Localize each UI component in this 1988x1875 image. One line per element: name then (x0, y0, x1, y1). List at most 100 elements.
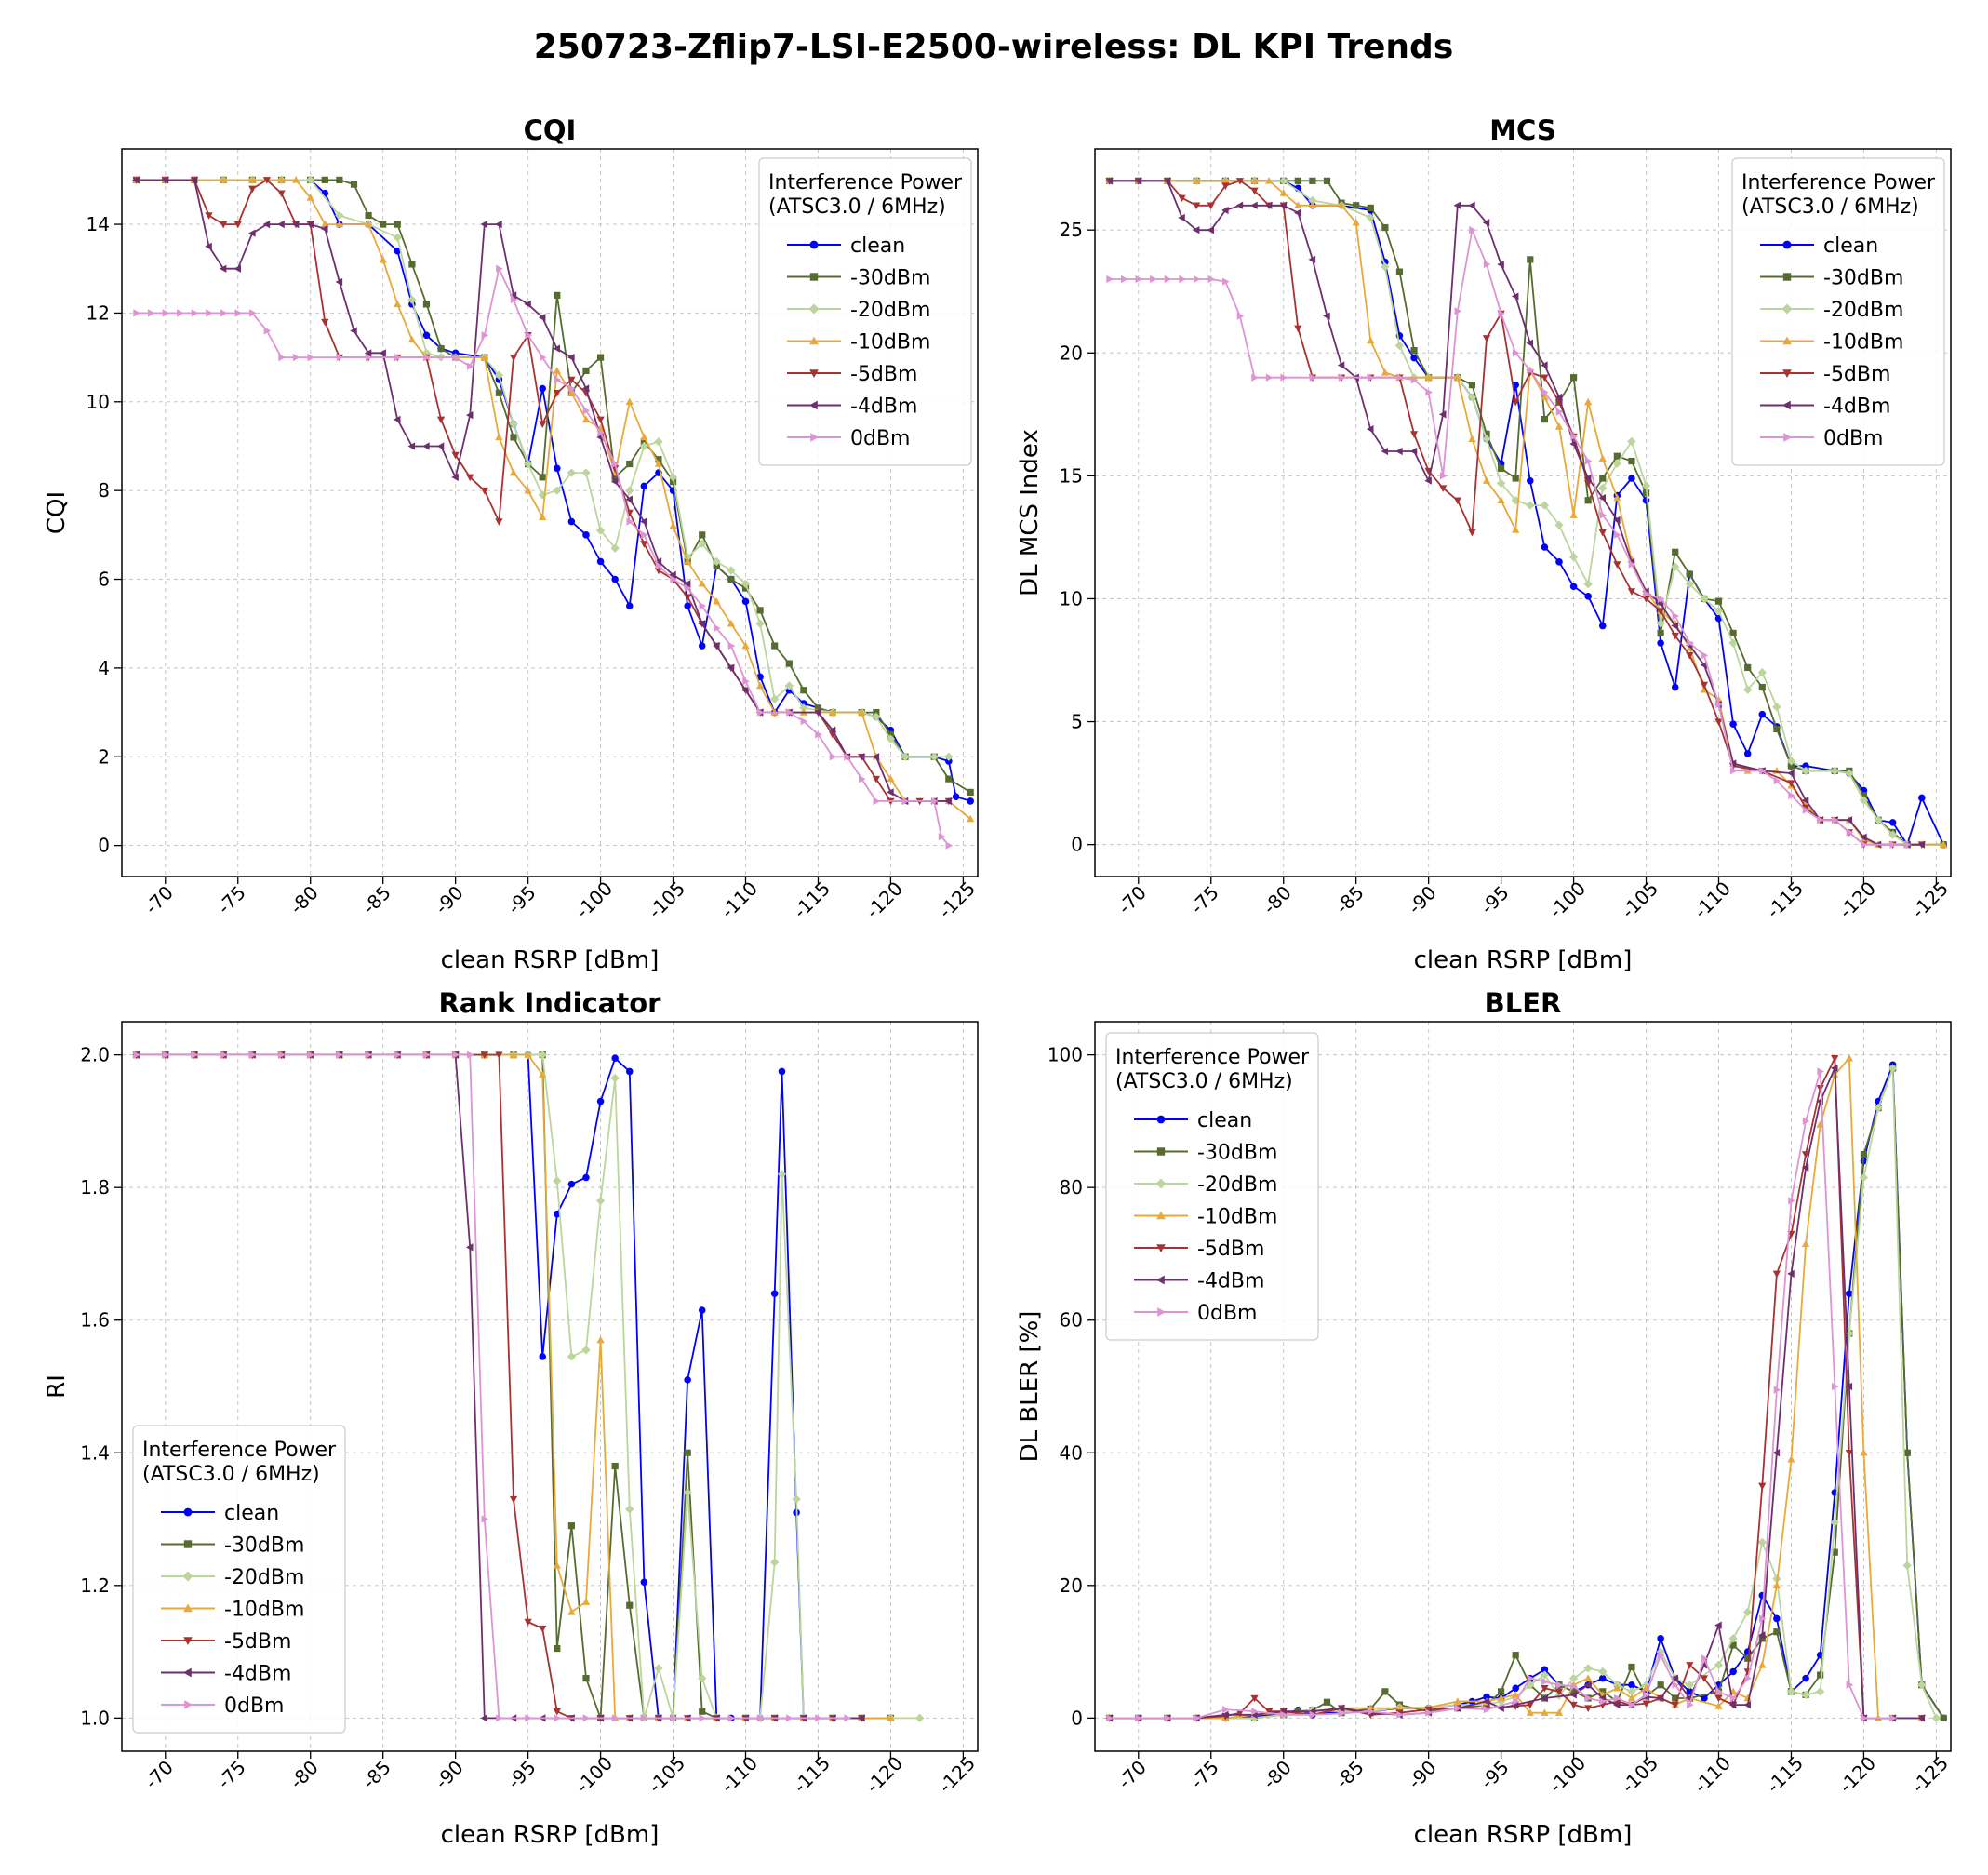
data-point (1903, 840, 1912, 849)
legend-label: -4dBm (1197, 1270, 1264, 1293)
data-point (248, 176, 257, 183)
data-point (554, 1644, 561, 1653)
data-point (1483, 261, 1491, 269)
data-point (610, 543, 620, 553)
data-point (1352, 218, 1360, 226)
data-point (858, 708, 866, 716)
data-point (307, 1051, 315, 1059)
data-point (1338, 373, 1346, 382)
data-point (1498, 309, 1505, 318)
data-point (1845, 1382, 1853, 1391)
data-point (1599, 1697, 1608, 1706)
data-point (684, 583, 692, 593)
data-point (887, 1714, 895, 1721)
data-point (792, 1494, 801, 1504)
data-point (1845, 1450, 1853, 1457)
data-point (727, 619, 736, 627)
data-point (1251, 373, 1259, 382)
data-point (1728, 638, 1738, 648)
y-tick-label: 6 (98, 569, 110, 591)
x-axis: -70 -75 -80 -85 -90 -95 -100 -105 -110 -115 -120 -1… (140, 877, 980, 923)
x-tick-label: -100 (571, 877, 617, 923)
data-point (1381, 223, 1389, 232)
series-group (1104, 176, 1948, 850)
data-point (1657, 1651, 1665, 1659)
data-point (654, 460, 663, 467)
legend-marker (809, 273, 819, 281)
data-point (727, 1714, 736, 1722)
data-point (1294, 201, 1302, 209)
data-point (1628, 1663, 1635, 1671)
data-point (220, 309, 228, 317)
y-tick-label: 20 (1060, 342, 1083, 364)
legend-marker (182, 1571, 193, 1582)
data-point (1424, 1706, 1433, 1714)
data-point (1845, 816, 1853, 824)
data-point (1235, 201, 1244, 209)
data-point (1817, 816, 1824, 824)
legend-marker (1156, 1211, 1166, 1220)
data-point (1701, 651, 1709, 660)
data-point (1728, 1634, 1738, 1643)
data-point (567, 376, 576, 384)
data-point (597, 429, 605, 437)
data-point (1468, 435, 1476, 442)
series-line--20dBm (136, 179, 949, 758)
data-point (1729, 1641, 1737, 1649)
y-axis: 1.0 1.2 1.4 1.6 1.8 2.0 (80, 1044, 122, 1729)
legend-label: -10dBm (224, 1599, 304, 1622)
data-point (394, 1051, 402, 1059)
data-point (1728, 759, 1737, 768)
data-point (944, 797, 953, 806)
legend-title: Interference Power (1741, 171, 1936, 194)
data-point (407, 295, 417, 304)
legend-label: -30dBm (1823, 267, 1903, 290)
legend-marker (1156, 1115, 1166, 1124)
data-point (684, 1449, 691, 1456)
data-point (1483, 1705, 1491, 1714)
x-tick-label: -85 (1331, 1756, 1368, 1793)
data-point (422, 301, 431, 308)
data-point (364, 220, 373, 228)
data-point (364, 349, 372, 357)
x-tick-label: -85 (358, 1756, 395, 1793)
legend-label: -4dBm (850, 395, 917, 419)
data-point (291, 176, 300, 183)
data-point (1583, 474, 1592, 483)
legend-marker (1155, 1275, 1165, 1285)
data-point (1106, 275, 1114, 284)
x-tick-label: -110 (1689, 877, 1735, 923)
data-point (1511, 292, 1519, 301)
data-point (756, 1714, 765, 1722)
data-point (654, 557, 662, 566)
data-point (1120, 275, 1128, 284)
data-point (655, 562, 663, 570)
data-point (699, 531, 706, 539)
series-line--4dBm (1109, 1067, 1922, 1720)
legend-marker (810, 433, 820, 442)
data-point (1671, 1674, 1678, 1682)
data-point (321, 318, 329, 327)
y-tick-label: 100 (1047, 1044, 1083, 1066)
data-point (350, 327, 357, 335)
x-tick-label: -100 (571, 1752, 617, 1798)
data-point (263, 327, 272, 335)
x-tick-label: -80 (1259, 1756, 1296, 1793)
data-point (640, 482, 648, 490)
legend-label: 0dBm (1197, 1302, 1258, 1325)
data-point (755, 681, 765, 690)
data-point (626, 460, 634, 468)
data-point (582, 407, 591, 415)
data-point (1410, 354, 1418, 362)
data-point (914, 1713, 925, 1723)
data-point (1512, 398, 1520, 407)
data-point (626, 1601, 634, 1609)
data-point (857, 1714, 865, 1722)
data-point (581, 384, 590, 393)
series-line--4dBm (1109, 180, 1922, 846)
data-point (249, 309, 257, 317)
x-tick-label: -75 (213, 881, 250, 918)
data-point (365, 1051, 373, 1059)
y-tick-label: 10 (87, 391, 110, 413)
